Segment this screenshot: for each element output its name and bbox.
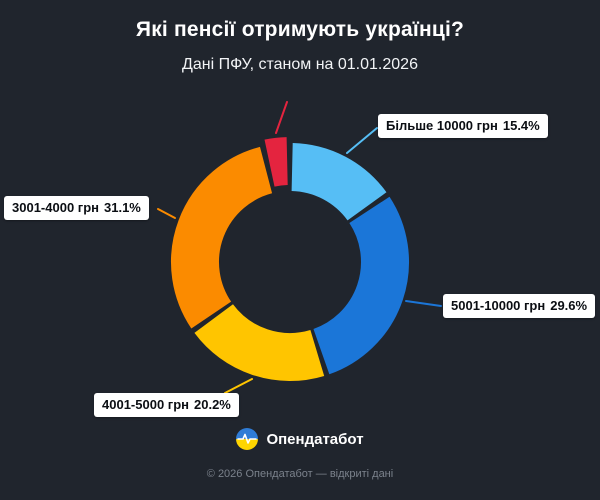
chip-label: Більше 10000 грн — [386, 118, 498, 133]
leader-line-0 — [346, 127, 378, 154]
label-chip-3001-4000: 3001-4000 грн 31.1% — [4, 196, 149, 220]
donut-segment-1 — [312, 196, 409, 375]
leader-line-1 — [405, 300, 442, 307]
chip-label: 5001-10000 грн — [451, 298, 546, 313]
leader-line-2 — [224, 378, 253, 394]
chip-label: 4001-5000 грн — [102, 397, 189, 412]
chip-label: 3001-4000 грн — [12, 200, 99, 215]
donut-segment-0 — [290, 143, 387, 222]
page-subtitle: Дані ПФУ, станом на 01.01.2026 — [182, 56, 418, 73]
chip-pct: 20.2% — [194, 397, 231, 412]
donut-segment-4 — [264, 137, 289, 187]
copyright-text: © 2026 Опендатабот — відкриті дані — [206, 468, 394, 480]
brand-row: Опендатабот — [0, 428, 600, 450]
donut-segment-3 — [171, 146, 273, 329]
brand-name: Опендатабот — [266, 430, 364, 448]
opendatabot-logo-icon — [236, 428, 259, 450]
label-chip-5001-10000: 5001-10000 грн 29.6% — [443, 294, 596, 318]
chip-pct: 29.6% — [550, 298, 588, 313]
label-chip-4001-5000: 4001-5000 грн 20.2% — [94, 393, 239, 417]
chip-pct: 31.1% — [104, 200, 141, 215]
label-chip-more-10000: Більше 10000 грн 15.4% — [378, 114, 548, 138]
chip-pct: 15.4% — [502, 118, 540, 133]
donut-segment-2 — [194, 303, 325, 381]
leader-line-4 — [275, 101, 288, 134]
page-title: Які пенсії отримують українці? — [135, 18, 465, 41]
leader-line-3 — [157, 208, 176, 219]
